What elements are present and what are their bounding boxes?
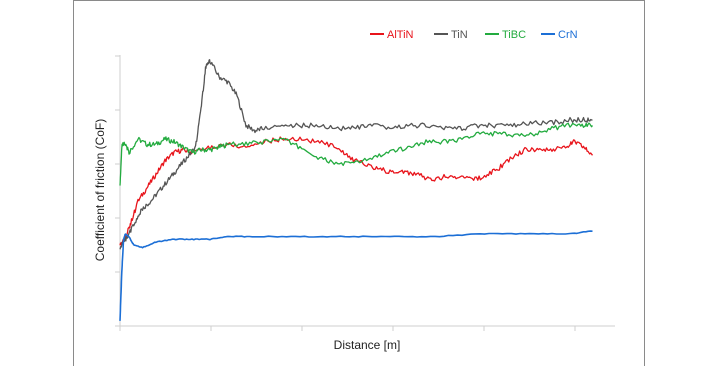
legend-label-altin: AlTiN xyxy=(387,29,414,41)
axes xyxy=(115,55,615,331)
chart-frame xyxy=(73,0,645,366)
legend-label-tibc: TiBC xyxy=(502,29,526,41)
x-axis-label: Distance [m] xyxy=(334,338,401,352)
x-ticks xyxy=(119,326,576,331)
y-axis-label: Coefficient of friction (CoF) xyxy=(93,119,107,262)
y-ticks xyxy=(115,55,120,327)
series-line-crn xyxy=(119,230,593,321)
legend-label-crn: CrN xyxy=(558,29,578,41)
legend: AlTiN TiN TiBC CrN xyxy=(370,29,578,41)
legend-label-tin: TiN xyxy=(451,29,468,41)
series-lines xyxy=(119,59,594,321)
series-line-altin xyxy=(119,136,594,246)
series-line-tin xyxy=(119,59,593,250)
series-line-tibc xyxy=(119,122,594,186)
